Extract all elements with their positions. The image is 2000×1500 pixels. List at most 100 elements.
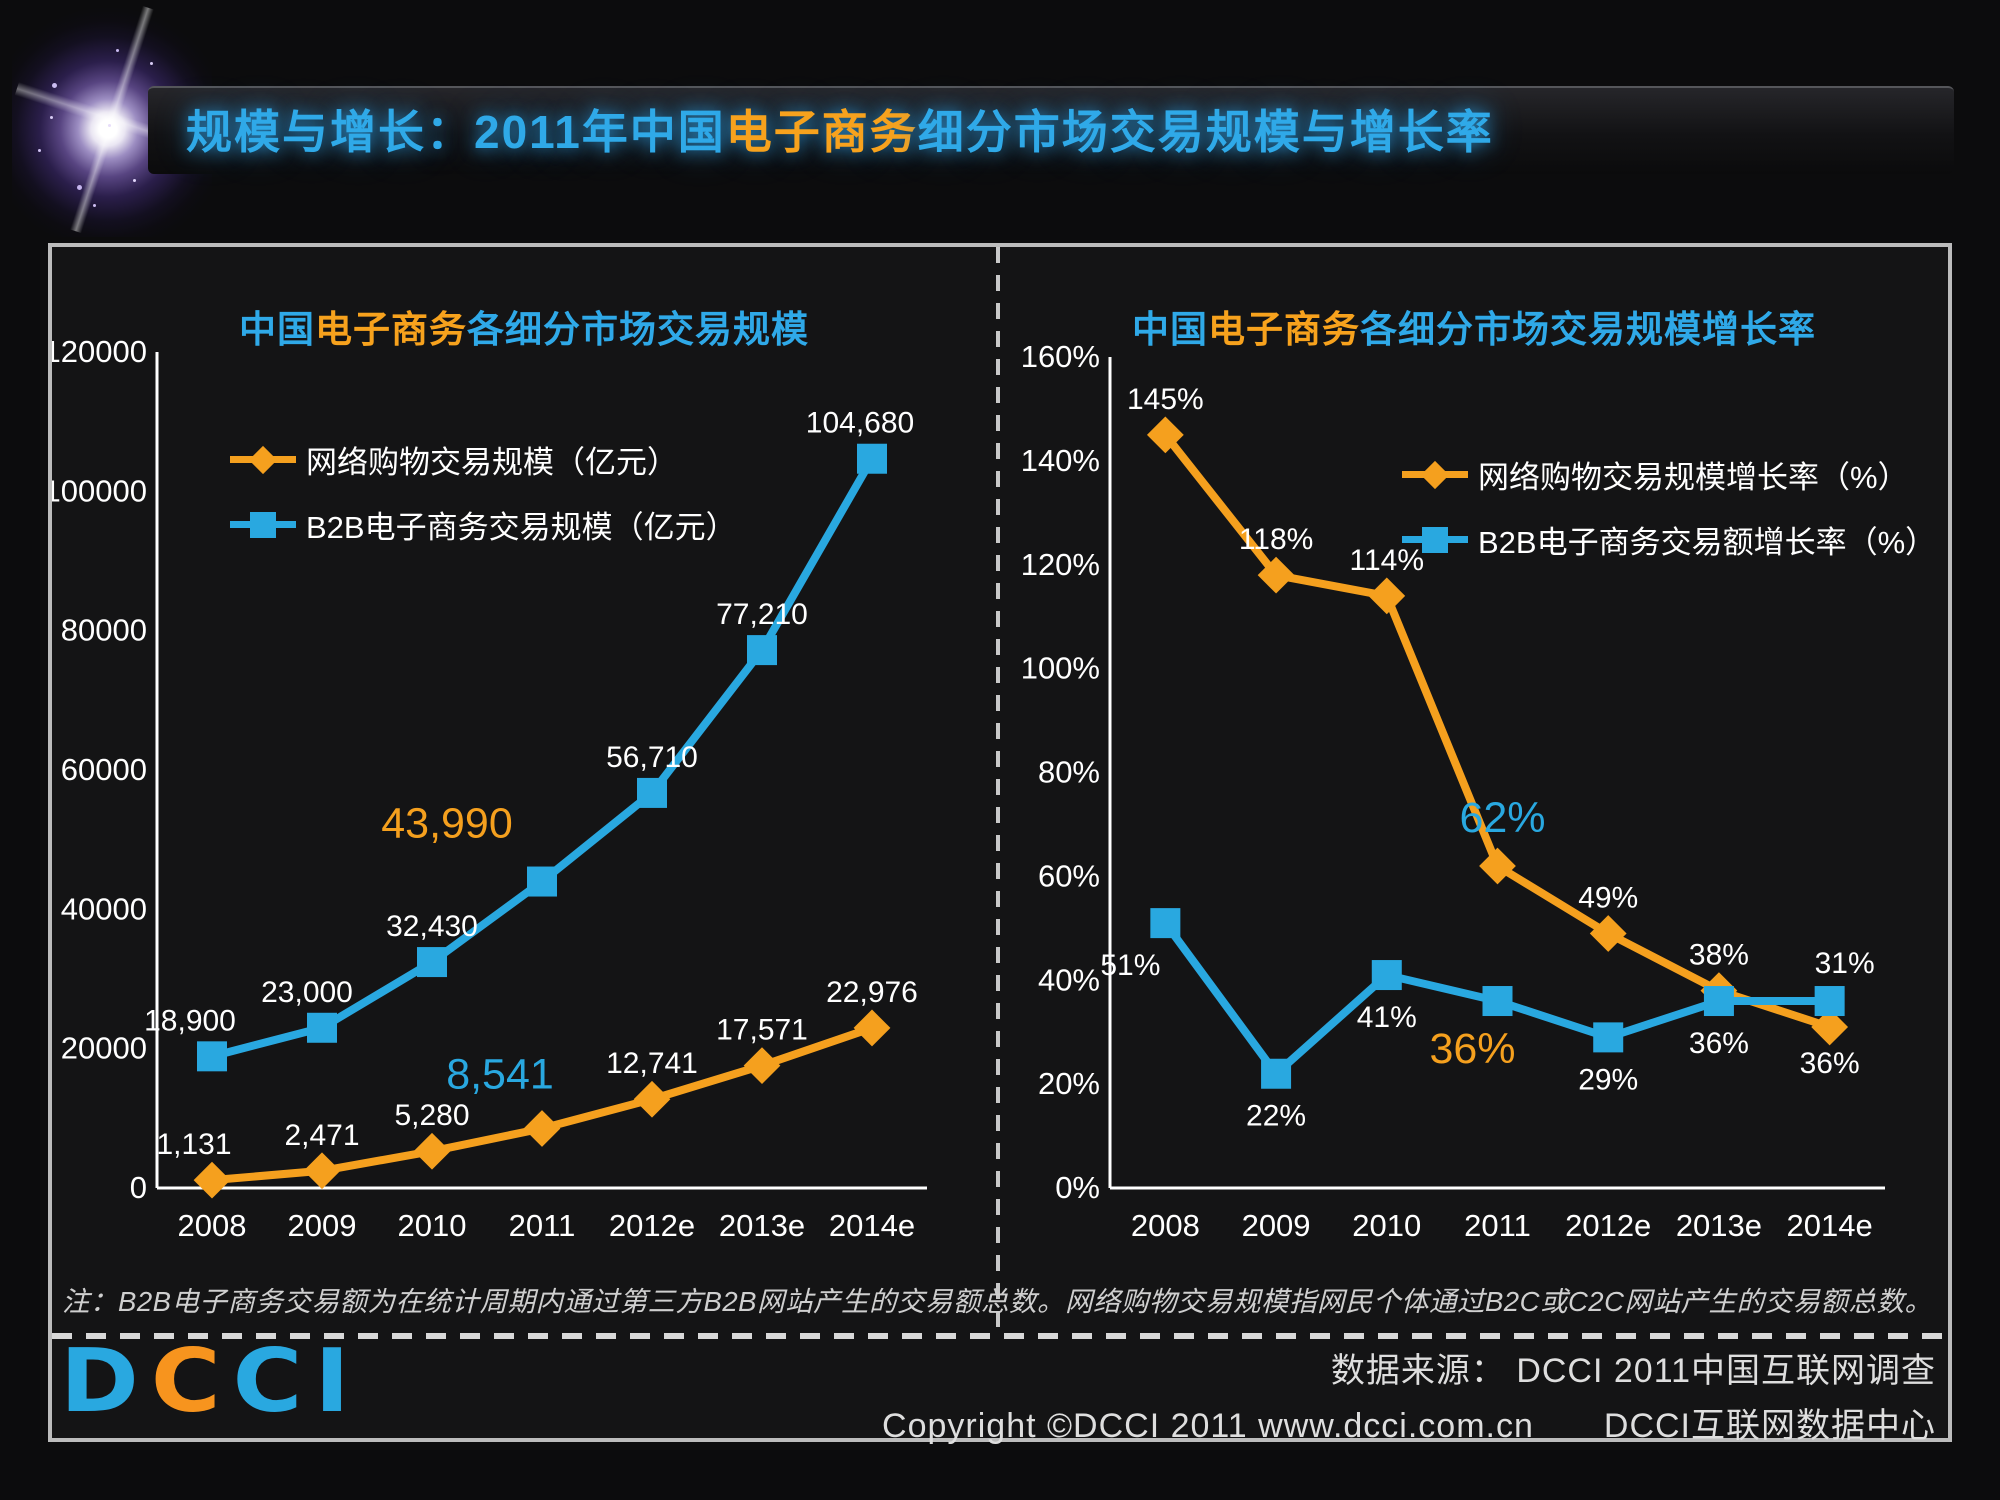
scale-chart-legend: 网络购物交易规模（亿元） B2B电子商务交易规模（亿元） [230, 437, 737, 547]
x-tick-label: 2012e [1565, 1208, 1651, 1243]
square-marker [637, 777, 667, 808]
page-title: 规模与增长：2011年中国电子商务细分市场交易规模与增长率 [186, 106, 1494, 158]
y-tick-label: 140% [1021, 443, 1100, 478]
y-tick-label: 0% [1055, 1170, 1100, 1205]
legend-item: B2B电子商务交易规模（亿元） [230, 502, 737, 547]
diamond-marker [743, 1047, 781, 1084]
y-tick-label: 80000 [61, 613, 147, 648]
square-marker [1814, 986, 1845, 1017]
y-tick-label: 60% [1038, 858, 1100, 893]
growth-chart-title: 中国电子商务各细分市场交易规模增长率 [1132, 309, 1816, 350]
square-marker [1703, 986, 1734, 1017]
data-label: 114% [1350, 544, 1425, 577]
square-marker [1371, 960, 1402, 991]
data-label: 12,741 [606, 1047, 698, 1080]
copyright-text: Copyright ©DCCI 2011 www.dcci.com.cn [882, 1407, 1534, 1445]
diamond-marker-icon [230, 445, 296, 474]
legend-label: 网络购物交易规模（亿元） [306, 445, 678, 480]
square-marker-icon [1402, 526, 1468, 553]
data-label: 77,210 [716, 598, 808, 631]
diamond-marker [193, 1161, 231, 1199]
footnote: 注：B2B电子商务交易额为在统计周期内通过第三方B2B网站产生的交易额总数。网络… [62, 1286, 1933, 1317]
y-tick-label: 20000 [61, 1031, 147, 1066]
square-marker [1261, 1058, 1292, 1089]
diamond-marker [523, 1110, 561, 1147]
data-label: 62% [1459, 794, 1545, 842]
footer-bar: DCCI 数据来源： DCCI 2011中国互联网调查 Copyright ©D… [52, 1331, 1948, 1445]
data-label: 18,900 [144, 1004, 236, 1037]
square-marker [1150, 908, 1181, 939]
y-tick-label: 120% [1021, 547, 1100, 582]
diamond-marker [303, 1152, 341, 1190]
copyright-line: Copyright ©DCCI 2011 www.dcci.com.cn DCCI… [882, 1398, 1936, 1447]
legend-item: 网络购物交易规模（亿元） [230, 437, 737, 482]
diamond-marker-icon [1402, 460, 1468, 489]
growth-chart: 0% 20% 40% 60% 80% 100% 120% 140% 160% 2008 2009 20… [1021, 339, 1885, 1243]
data-label: 23,000 [261, 976, 353, 1009]
main-panel: 中国电子商务各细分市场交易规模 中国电子商务各细分市场交易规模增长率 0 2000… [48, 243, 1952, 1445]
data-label: 49% [1578, 882, 1638, 915]
data-label: 32,430 [386, 910, 478, 943]
y-tick-label: 160% [1021, 339, 1100, 374]
y-tick-label: 60000 [61, 752, 147, 787]
legend-item: 网络购物交易规模增长率（%） [1402, 452, 1936, 497]
x-tick-label: 2010 [398, 1208, 467, 1243]
data-label: 8,541 [446, 1050, 554, 1098]
x-tick-label: 2014e [829, 1208, 915, 1243]
diamond-marker [1589, 915, 1627, 952]
x-tick-label: 2009 [288, 1208, 357, 1243]
footer-text-block: 数据来源： DCCI 2011中国互联网调查 Copyright ©DCCI 2… [882, 1343, 1936, 1447]
x-tick-label: 2009 [1242, 1208, 1311, 1243]
data-label: 41% [1357, 1001, 1417, 1034]
diamond-marker [1368, 577, 1406, 615]
y-tick-label: 40% [1038, 962, 1100, 997]
data-label: 36% [1800, 1047, 1860, 1080]
square-marker [197, 1041, 227, 1072]
legend-label: B2B电子商务交易额增长率（%） [1478, 525, 1937, 560]
y-tick-label: 80% [1038, 755, 1100, 790]
diamond-marker [633, 1080, 671, 1118]
horizontal-divider [52, 1333, 1948, 1339]
data-label: 56,710 [606, 741, 698, 774]
x-tick-label: 2013e [1676, 1208, 1762, 1243]
diamond-marker [853, 1009, 891, 1047]
vertical-divider [996, 247, 1000, 1333]
y-tick-label: 0 [130, 1170, 147, 1205]
scale-chart-title: 中国电子商务各细分市场交易规模 [239, 309, 809, 350]
diamond-marker [1257, 556, 1295, 594]
data-label: 31% [1815, 947, 1875, 980]
x-tick-label: 2013e [719, 1208, 805, 1243]
y-tick-label: 100000 [52, 473, 147, 508]
square-marker [1593, 1022, 1624, 1053]
legend-label: 网络购物交易规模增长率（%） [1478, 460, 1909, 495]
square-marker [307, 1012, 337, 1043]
series-line-1 [210, 456, 876, 1061]
scale-chart: 0 20000 40000 60000 80000 100000 120000 2008 200… [52, 334, 927, 1243]
square-marker [1482, 986, 1513, 1017]
x-tick-label: 2011 [1464, 1208, 1531, 1243]
y-tick-label: 100% [1021, 651, 1100, 686]
y-tick-label: 40000 [61, 891, 147, 926]
data-label: 51% [1100, 949, 1160, 982]
org-name: DCCI互联网数据中心 [1603, 1407, 1936, 1445]
data-label: 38% [1689, 939, 1749, 972]
x-tick-label: 2012e [609, 1208, 695, 1243]
data-label: 29% [1578, 1063, 1638, 1096]
data-label: 145% [1127, 383, 1204, 416]
data-label: 118% [1239, 523, 1314, 556]
square-marker [417, 947, 447, 978]
dcci-logo: DCCI [60, 1331, 362, 1433]
data-label: 1,131 [156, 1128, 231, 1161]
data-label: 36% [1689, 1027, 1749, 1060]
data-label: 36% [1429, 1025, 1515, 1073]
diamond-marker [1479, 847, 1516, 885]
y-tick-label: 20% [1038, 1066, 1100, 1101]
square-marker [527, 866, 557, 897]
square-marker [747, 635, 777, 666]
legend-item: B2B电子商务交易额增长率（%） [1402, 517, 1936, 562]
x-tick-label: 2014e [1787, 1208, 1873, 1243]
data-source-line: 数据来源： DCCI 2011中国互联网调查 [1330, 1352, 1936, 1390]
diamond-marker [413, 1132, 451, 1170]
data-label: 104,680 [806, 407, 914, 440]
